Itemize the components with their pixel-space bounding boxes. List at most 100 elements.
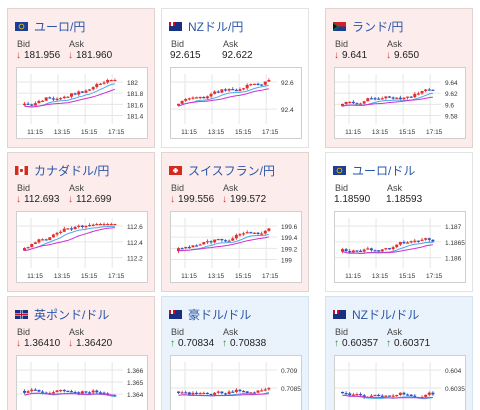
- ma-long-line: [24, 88, 116, 108]
- ma-long-line: [24, 392, 115, 396]
- candle-body: [359, 394, 363, 396]
- x-tick-label: 15:15: [235, 273, 252, 280]
- pair-title[interactable]: 豪ドル/ドル: [188, 307, 252, 322]
- rate-panel[interactable]: NZドル/ドル Bid Ask ↑ 0.60357 ↑ 0.60371 0.604 0.6035: [325, 296, 473, 410]
- candle-body: [37, 389, 41, 392]
- candle-body: [44, 239, 48, 241]
- candle-body: [198, 96, 202, 99]
- panel-header: NZドル/ドル: [333, 306, 419, 322]
- ask-label: Ask: [69, 183, 85, 193]
- pair-title[interactable]: NZドル/ドル: [352, 307, 420, 322]
- candle-body: [73, 93, 77, 95]
- bid-value-wrap: 92.615: [170, 50, 201, 61]
- price-chart: 182 181.8 181.6 181.4 11:15 13:15 15:15 17:15: [17, 74, 144, 136]
- rate-panel[interactable]: ランド/円 Bid Ask ↓ 9.641 ↓ 9.650 9.64 9.62 9.6 9.58 11…: [325, 8, 473, 148]
- x-tick-label: 17:15: [262, 129, 279, 136]
- candle-body: [260, 390, 264, 392]
- candle-body: [242, 88, 246, 90]
- y-tick-label: 112.2: [127, 256, 143, 263]
- candle-body: [395, 244, 399, 248]
- x-tick-label: 13:15: [208, 129, 225, 136]
- candle-body: [180, 248, 184, 250]
- pair-title[interactable]: カナダドル/円: [34, 163, 110, 178]
- panel-header: ユーロ/ドル: [333, 162, 415, 178]
- flag-badge: [169, 309, 182, 319]
- x-tick-label: 13:15: [54, 129, 71, 136]
- up-arrow-icon: ↑: [386, 338, 391, 349]
- pair-title[interactable]: ユーロ/円: [34, 19, 86, 34]
- pair-title[interactable]: NZドル/円: [188, 19, 244, 34]
- down-arrow-icon: ↓: [68, 50, 73, 61]
- bid-label: Bid: [171, 183, 185, 193]
- bid-label: Bid: [335, 327, 349, 337]
- x-tick-label: 17:15: [426, 273, 443, 280]
- candle-body: [195, 245, 199, 247]
- candle-body: [267, 80, 271, 82]
- candle-body: [348, 101, 352, 104]
- candle-body: [238, 89, 242, 92]
- bid-value-wrap: ↓ 1.36410: [16, 338, 60, 349]
- ask-label: Ask: [69, 327, 85, 337]
- candle-body: [263, 81, 267, 85]
- rate-panel[interactable]: ユーロ/ドル Bid Ask 1.18590 1.18593 1.187 1.1865 1.1…: [325, 152, 473, 292]
- candle-body: [234, 389, 238, 393]
- candle-body: [344, 101, 348, 104]
- price-chart: 0.604 0.6035: [335, 362, 465, 410]
- candle-body: [73, 392, 77, 394]
- candle-body: [245, 232, 249, 234]
- candle-body: [77, 91, 81, 95]
- pair-title[interactable]: ユーロ/ドル: [352, 163, 416, 178]
- flag-icon: [15, 21, 28, 31]
- chart-area: 0.709 0.7085: [170, 355, 302, 410]
- rate-panel[interactable]: NZドル/円 Bid Ask 92.615 92.622 92.6 92.4 11:15 13:…: [161, 8, 309, 148]
- candle-body: [205, 392, 209, 395]
- candle-body: [106, 80, 110, 83]
- candle-body: [23, 103, 26, 106]
- candle-body: [109, 80, 113, 82]
- chart-area: 9.64 9.62 9.6 9.58 11:15 13:15 15:15 17:15: [334, 67, 466, 139]
- candle-body: [213, 392, 217, 395]
- candle-body: [256, 390, 260, 393]
- candle-body: [227, 240, 231, 242]
- rate-panel[interactable]: スイスフラン/円 Bid Ask ↓ 199.556 ↓ 199.572 199.6 199.4…: [161, 152, 309, 292]
- price-chart: 1.366 1.365 1.364: [17, 362, 144, 410]
- price-chart: 112.6 112.4 112.2 11:15 13:15 15:15 17:15: [17, 218, 143, 280]
- candle-body: [48, 97, 52, 99]
- candle-body: [91, 390, 95, 393]
- flag-badge: [333, 309, 346, 319]
- pair-title[interactable]: 英ポンド/ドル: [34, 307, 110, 322]
- candle-body: [51, 98, 55, 100]
- candle-body: [177, 103, 180, 106]
- candle-body: [70, 228, 73, 230]
- y-tick-label: 9.64: [445, 80, 458, 87]
- pair-title[interactable]: スイスフラン/円: [188, 163, 275, 178]
- candle-body: [377, 98, 381, 100]
- y-tick-label: 9.6: [445, 102, 454, 109]
- bid-label: Bid: [335, 183, 349, 193]
- candle-body: [213, 91, 217, 94]
- candle-body: [30, 389, 34, 392]
- rate-panel[interactable]: カナダドル/円 Bid Ask ↓ 112.693 ↓ 112.699 112.6 112.4 1…: [7, 152, 155, 292]
- x-tick-label: 17:15: [262, 273, 279, 280]
- rate-panel[interactable]: 豪ドル/ドル Bid Ask ↑ 0.70834 ↑ 0.70838 0.709 0.7085: [161, 296, 309, 410]
- candle-body: [238, 234, 242, 236]
- candle-body: [351, 394, 355, 396]
- candle-body: [227, 89, 231, 91]
- candle-body: [37, 239, 41, 243]
- candle-body: [344, 249, 348, 252]
- y-tick-label: 0.6035: [445, 386, 465, 393]
- candle-body: [369, 395, 373, 398]
- candle-body: [409, 394, 413, 396]
- candle-body: [88, 224, 92, 227]
- rate-panel[interactable]: ユーロ/円 Bid Ask ↓ 181.956 ↓ 181.960 182 181.8 181.6…: [7, 8, 155, 148]
- down-arrow-icon: ↓: [68, 194, 73, 205]
- up-arrow-icon: ↑: [334, 338, 339, 349]
- candle-body: [362, 101, 366, 104]
- candle-body: [216, 391, 220, 393]
- bid-value-wrap: ↓ 9.641: [334, 50, 367, 61]
- rate-panel[interactable]: 英ポンド/ドル Bid Ask ↓ 1.36410 ↓ 1.36420 1.366 1.365 1…: [7, 296, 155, 410]
- candle-body: [44, 97, 48, 101]
- candle-body: [373, 394, 377, 397]
- pair-title[interactable]: ランド/円: [352, 19, 404, 34]
- flag-icon: [15, 165, 28, 175]
